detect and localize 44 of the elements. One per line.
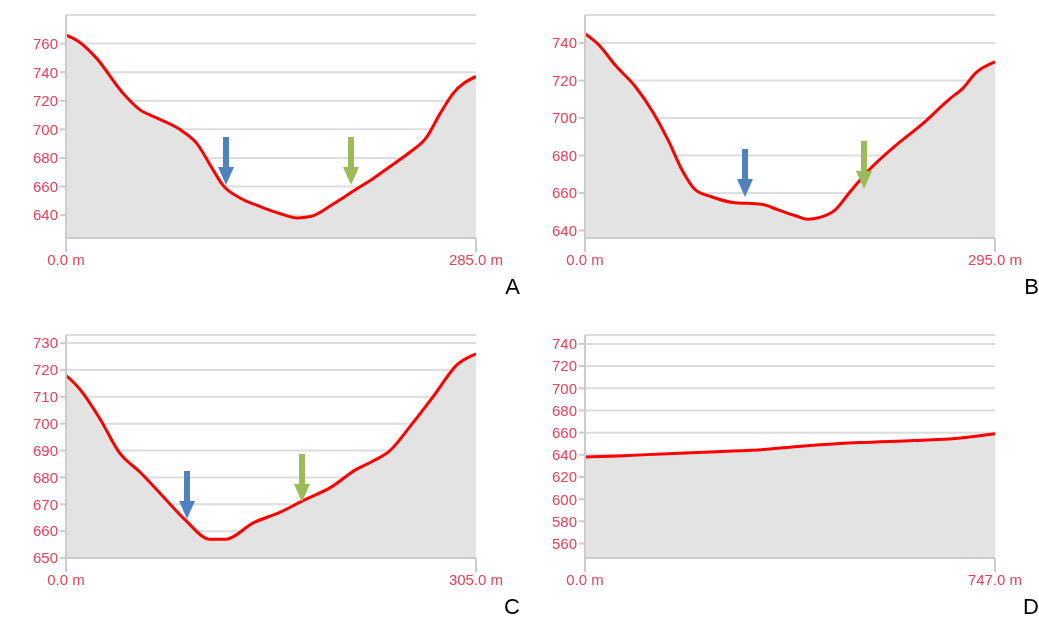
y-tick-label: 700	[551, 379, 577, 397]
y-tick-label: 700	[32, 414, 58, 432]
y-tick-label: 660	[32, 522, 58, 540]
y-tick-label: 660	[551, 423, 577, 441]
text: B	[1024, 274, 1039, 300]
y-tick-label: 600	[551, 490, 577, 508]
x-tick-label: 0.0 m	[47, 250, 85, 268]
x-tick-label: 0.0 m	[566, 250, 604, 268]
y-tick-label: 730	[32, 334, 58, 352]
y-tick-label: 620	[551, 468, 577, 486]
y-tick-label: 680	[551, 401, 577, 419]
text: D	[1023, 594, 1039, 618]
y-tick-label: 650	[32, 549, 58, 567]
y-tick-label: 740	[32, 63, 58, 81]
y-tick-label: 680	[32, 149, 58, 167]
y-tick-label: 640	[32, 206, 58, 224]
y-tick-label: 700	[32, 120, 58, 138]
y-tick-label: 720	[551, 357, 577, 375]
y-tick-label: 580	[551, 512, 577, 530]
y-tick-label: 740	[551, 335, 577, 353]
y-tick-label: 720	[551, 71, 577, 89]
y-tick-label: 700	[551, 109, 577, 127]
x-tick-label: 305.0 m	[448, 570, 504, 588]
y-tick-label: 640	[551, 446, 577, 464]
y-tick-label: 690	[32, 441, 58, 459]
x-tick-label: 747.0 m	[967, 570, 1023, 588]
text: C	[504, 594, 520, 618]
text: A	[505, 274, 520, 300]
y-tick-label: 680	[551, 146, 577, 164]
y-tick-label: 660	[32, 177, 58, 195]
x-tick-label: 0.0 m	[47, 570, 85, 588]
x-tick-label: 285.0 m	[448, 250, 504, 268]
y-tick-label: 640	[551, 221, 577, 239]
y-tick-label: 720	[32, 361, 58, 379]
y-tick-label: 740	[551, 34, 577, 52]
y-tick-label: 710	[32, 388, 58, 406]
y-tick-label: 720	[32, 92, 58, 110]
x-tick-label: 295.0 m	[967, 250, 1023, 268]
y-tick-label: 680	[32, 468, 58, 486]
y-tick-label: 560	[551, 534, 577, 552]
y-tick-label: 660	[551, 184, 577, 202]
y-tick-label: 670	[32, 495, 58, 513]
y-tick-label: 760	[32, 34, 58, 52]
x-tick-label: 0.0 m	[566, 570, 604, 588]
